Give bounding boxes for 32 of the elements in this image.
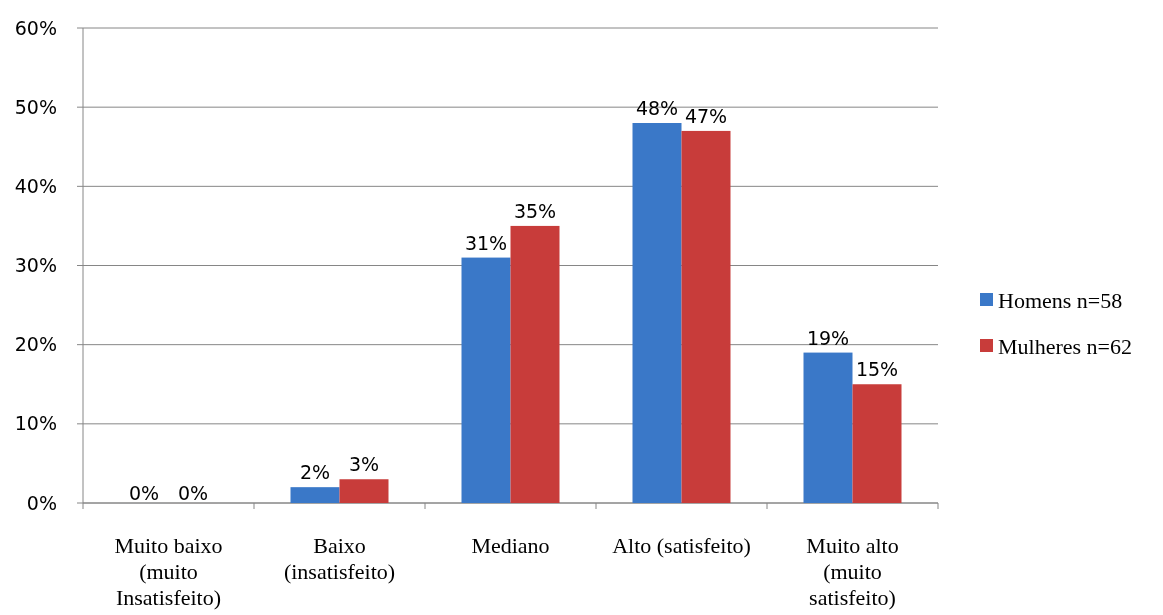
y-tick-label: 50% [14,95,57,118]
bar [510,225,560,503]
bar [461,257,511,503]
data-label: 48% [635,97,679,119]
data-label: 2% [299,461,331,484]
x-tick-label: Alto (satisfeito) [612,533,751,558]
y-tick-label: 30% [14,254,57,277]
data-label: 31% [464,231,508,254]
bar [803,352,853,503]
data-label: 35% [513,199,557,222]
bar [290,487,340,503]
bar [339,479,389,503]
y-tick-label: 0% [26,491,57,514]
x-tick-label: Muito baixo (muito Insatisfeito) [114,533,223,610]
data-label: 0% [177,482,209,504]
legend-label: Homens n=58 [998,287,1123,313]
data-label: 47% [684,104,728,127]
data-label: 19% [806,326,850,349]
bar [852,384,902,503]
x-tick-label: Mediano [471,533,550,558]
bar [681,130,731,503]
x-tick-label: Baixo (insatisfeito) [283,533,396,584]
y-tick-label: 20% [14,333,57,356]
y-tick-label: 60% [14,16,57,39]
data-label: 0% [128,482,160,504]
data-label: 15% [855,358,899,381]
y-tick-label: 10% [14,412,57,435]
bar [632,123,682,503]
x-tick-label: Muito alto (muito satisfeito) [806,533,899,610]
y-tick-label: 40% [14,174,57,197]
legend-label: Mulheres n=62 [998,333,1132,359]
data-label: 3% [348,453,380,476]
